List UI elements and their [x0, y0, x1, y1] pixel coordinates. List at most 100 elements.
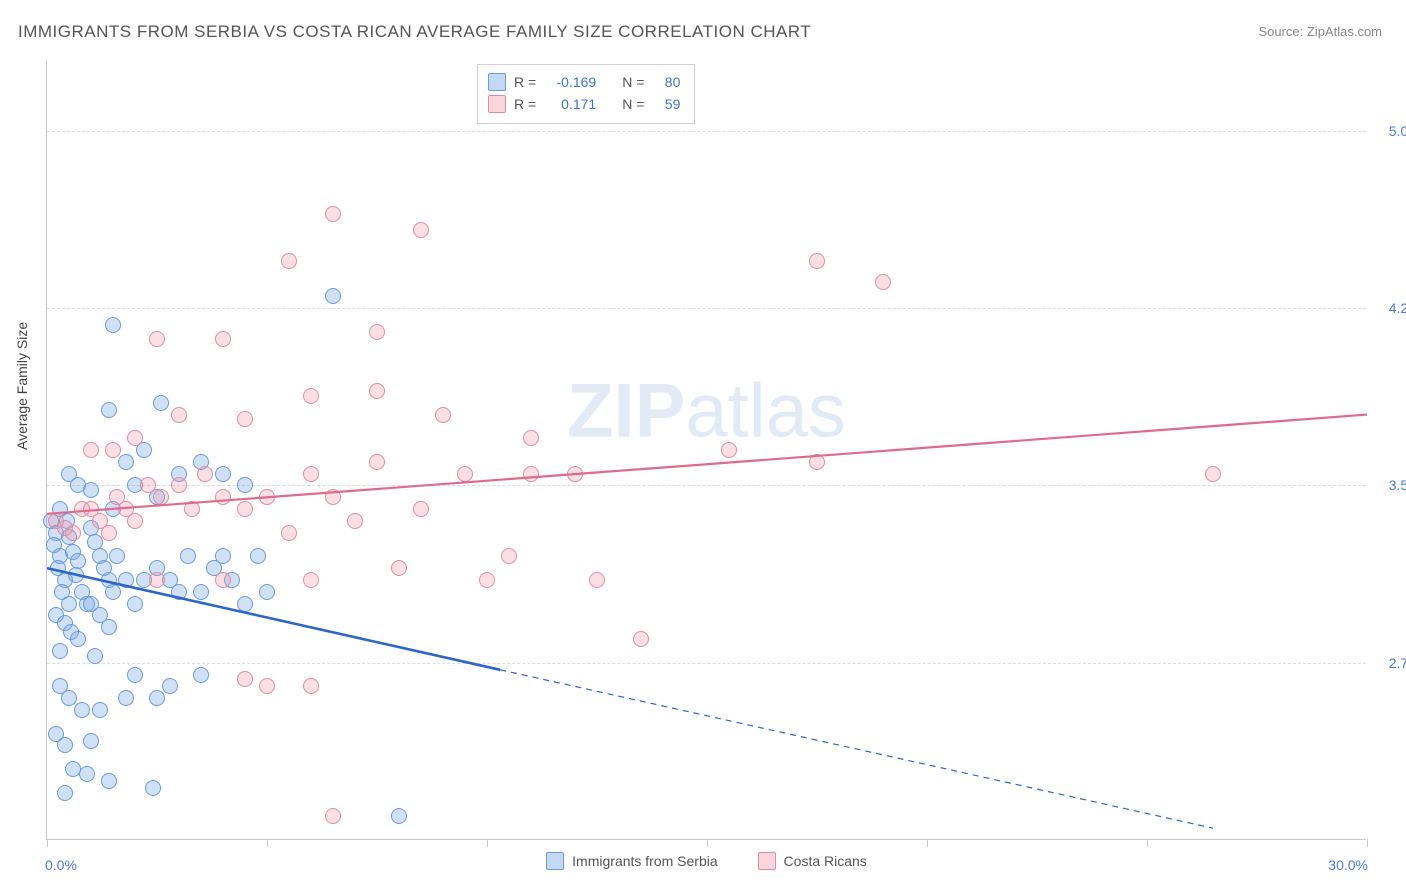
- correlation-stats-box: R = -0.169 N = 80 R = 0.171 N = 59: [477, 64, 695, 124]
- data-point: [523, 466, 539, 482]
- data-point: [118, 690, 134, 706]
- n-value: 80: [652, 71, 680, 93]
- y-axis-label: Average Family Size: [14, 322, 30, 450]
- data-point: [215, 331, 231, 347]
- data-point: [193, 667, 209, 683]
- data-point: [105, 584, 121, 600]
- r-value: 0.171: [544, 93, 596, 115]
- data-point: [127, 513, 143, 529]
- data-point: [68, 567, 84, 583]
- data-point: [184, 501, 200, 517]
- y-tick-label: 5.00: [1372, 123, 1406, 139]
- data-point: [153, 489, 169, 505]
- pink-swatch-icon: [758, 852, 776, 870]
- data-point: [281, 525, 297, 541]
- data-point: [87, 648, 103, 664]
- plot-area: ZIPatlas R = -0.169 N = 80 R = 0.171 N =…: [46, 60, 1366, 840]
- x-max-label: 30.0%: [1328, 857, 1368, 873]
- data-point: [101, 402, 117, 418]
- data-point: [215, 572, 231, 588]
- data-point: [347, 513, 363, 529]
- data-point: [303, 572, 319, 588]
- x-tick: [707, 839, 708, 847]
- x-tick: [1367, 839, 1368, 847]
- data-point: [83, 442, 99, 458]
- x-tick: [267, 839, 268, 847]
- data-point: [325, 808, 341, 824]
- data-point: [101, 773, 117, 789]
- data-point: [875, 274, 891, 290]
- data-point: [281, 253, 297, 269]
- data-point: [303, 388, 319, 404]
- data-point: [369, 383, 385, 399]
- data-point: [259, 584, 275, 600]
- data-point: [61, 690, 77, 706]
- data-point: [369, 454, 385, 470]
- x-tick: [1147, 839, 1148, 847]
- data-point: [215, 466, 231, 482]
- data-point: [109, 548, 125, 564]
- data-point: [193, 584, 209, 600]
- data-point: [70, 477, 86, 493]
- data-point: [237, 596, 253, 612]
- data-point: [215, 548, 231, 564]
- data-point: [70, 631, 86, 647]
- data-point: [149, 331, 165, 347]
- data-point: [153, 395, 169, 411]
- x-tick: [927, 839, 928, 847]
- data-point: [162, 678, 178, 694]
- chart-title: IMMIGRANTS FROM SERBIA VS COSTA RICAN AV…: [18, 22, 811, 42]
- data-point: [171, 407, 187, 423]
- data-point: [127, 596, 143, 612]
- stats-row: R = -0.169 N = 80: [488, 71, 680, 93]
- data-point: [79, 766, 95, 782]
- data-point: [171, 477, 187, 493]
- y-tick-label: 2.75: [1372, 655, 1406, 671]
- data-point: [589, 572, 605, 588]
- data-point: [479, 572, 495, 588]
- chart-container: IMMIGRANTS FROM SERBIA VS COSTA RICAN AV…: [0, 0, 1406, 892]
- data-point: [237, 411, 253, 427]
- legend-item: Costa Ricans: [758, 852, 867, 870]
- data-point: [567, 466, 583, 482]
- data-point: [52, 643, 68, 659]
- data-point: [101, 525, 117, 541]
- data-point: [171, 584, 187, 600]
- data-point: [809, 253, 825, 269]
- data-point: [127, 667, 143, 683]
- y-tick-label: 3.50: [1372, 477, 1406, 493]
- data-point: [65, 525, 81, 541]
- data-point: [721, 442, 737, 458]
- x-min-label: 0.0%: [45, 857, 77, 873]
- data-point: [127, 430, 143, 446]
- data-point: [101, 619, 117, 635]
- data-point: [145, 780, 161, 796]
- r-value: -0.169: [544, 71, 596, 93]
- data-point: [105, 317, 121, 333]
- data-point: [325, 206, 341, 222]
- gridline: [47, 131, 1366, 132]
- data-point: [457, 466, 473, 482]
- pink-swatch-icon: [488, 95, 506, 113]
- data-point: [237, 501, 253, 517]
- data-point: [413, 222, 429, 238]
- data-point: [391, 560, 407, 576]
- r-label: R =: [514, 93, 536, 115]
- data-point: [118, 572, 134, 588]
- data-point: [180, 548, 196, 564]
- x-tick: [47, 839, 48, 847]
- data-point: [118, 454, 134, 470]
- data-point: [259, 489, 275, 505]
- data-point: [149, 572, 165, 588]
- data-point: [105, 442, 121, 458]
- data-point: [215, 489, 231, 505]
- n-label: N =: [622, 93, 644, 115]
- data-point: [250, 548, 266, 564]
- data-point: [237, 477, 253, 493]
- y-tick-label: 4.25: [1372, 300, 1406, 316]
- legend-item: Immigrants from Serbia: [546, 852, 717, 870]
- data-point: [259, 678, 275, 694]
- data-point: [237, 671, 253, 687]
- x-tick: [487, 839, 488, 847]
- data-point: [523, 430, 539, 446]
